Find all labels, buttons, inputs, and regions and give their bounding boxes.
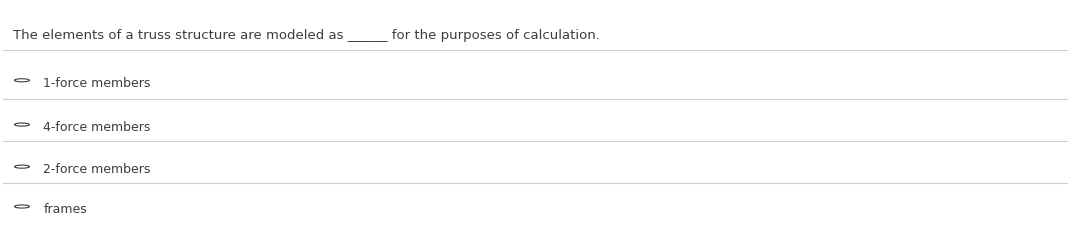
Text: 2-force members: 2-force members: [43, 163, 151, 176]
Text: frames: frames: [43, 203, 87, 216]
Text: 1-force members: 1-force members: [43, 77, 151, 90]
Text: The elements of a truss structure are modeled as ______ for the purposes of calc: The elements of a truss structure are mo…: [14, 29, 601, 42]
Text: 4-force members: 4-force members: [43, 121, 151, 134]
